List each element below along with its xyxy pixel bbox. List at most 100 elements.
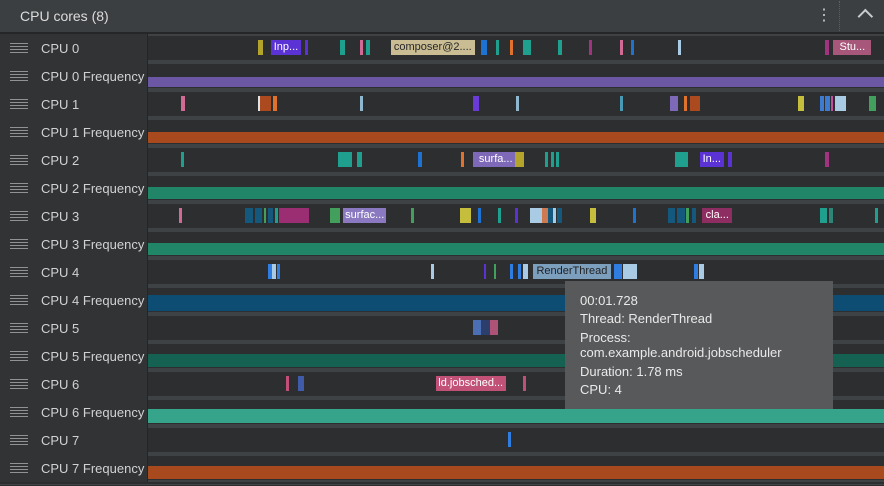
thread-segment[interactable]: [552, 208, 557, 223]
track-lane-cpu-0[interactable]: Inp... composer@2.... Stu...: [148, 34, 884, 62]
thread-segment[interactable]: [691, 208, 697, 223]
thread-segment[interactable]: [619, 96, 623, 111]
thread-segment[interactable]: [550, 152, 554, 167]
thread-segment[interactable]: [496, 40, 500, 55]
track-header-cpu-0-frequency[interactable]: CPU 0 Frequency: [0, 62, 148, 90]
thread-segment[interactable]: [481, 320, 491, 335]
thread-segment[interactable]: [460, 208, 472, 223]
thread-segment[interactable]: [279, 208, 310, 223]
thread-segment[interactable]: [245, 208, 254, 223]
thread-segment[interactable]: [329, 208, 341, 223]
thread-segment[interactable]: [431, 264, 434, 279]
thread-segment[interactable]: [359, 40, 363, 55]
thread-segment-cla[interactable]: cla...: [702, 208, 733, 223]
thread-segment[interactable]: [359, 96, 363, 111]
thread-segment-renderthread[interactable]: RenderThread: [532, 264, 611, 279]
thread-segment[interactable]: [337, 152, 352, 167]
thread-segment[interactable]: [689, 96, 700, 111]
drag-handle-icon[interactable]: [10, 211, 28, 221]
thread-segment[interactable]: [677, 208, 685, 223]
track-lane-cpu-0-frequency[interactable]: [148, 62, 884, 90]
thread-segment[interactable]: [797, 96, 804, 111]
track-lane-cpu-4[interactable]: RenderThread: [148, 258, 884, 286]
thread-segment[interactable]: [473, 320, 482, 335]
thread-segment[interactable]: [254, 208, 263, 223]
track-header-cpu-1[interactable]: CPU 1: [0, 90, 148, 118]
drag-handle-icon[interactable]: [10, 127, 28, 137]
thread-segment-in[interactable]: In...: [700, 152, 724, 167]
drag-handle-icon[interactable]: [10, 99, 28, 109]
track-header-cpu-2[interactable]: CPU 2: [0, 146, 148, 174]
thread-segment[interactable]: [819, 96, 825, 111]
thread-segment[interactable]: [834, 96, 847, 111]
track-lane-cpu-2-frequency[interactable]: [148, 174, 884, 202]
thread-segment[interactable]: [267, 264, 272, 279]
thread-segment[interactable]: [181, 152, 185, 167]
thread-segment[interactable]: [523, 264, 528, 279]
thread-segment[interactable]: [272, 264, 277, 279]
thread-segment[interactable]: [483, 264, 486, 279]
thread-segment[interactable]: [257, 96, 260, 111]
track-header-cpu-1-frequency[interactable]: CPU 1 Frequency: [0, 118, 148, 146]
thread-segment[interactable]: [548, 208, 553, 223]
thread-segment[interactable]: [831, 96, 834, 111]
drag-handle-icon[interactable]: [10, 323, 28, 333]
thread-segment[interactable]: [825, 96, 831, 111]
track-header-cpu-2-frequency[interactable]: CPU 2 Frequency: [0, 174, 148, 202]
thread-segment[interactable]: [828, 208, 834, 223]
drag-handle-icon[interactable]: [10, 71, 28, 81]
thread-segment[interactable]: [557, 208, 562, 223]
drag-handle-icon[interactable]: [10, 155, 28, 165]
thread-segment[interactable]: [613, 264, 622, 279]
track-lane-cpu-1-frequency[interactable]: [148, 118, 884, 146]
track-lane-cpu-3-frequency[interactable]: [148, 230, 884, 258]
thread-segment[interactable]: [410, 208, 415, 223]
thread-segment[interactable]: [588, 40, 592, 55]
thread-segment[interactable]: [668, 208, 675, 223]
track-lane-cpu-3[interactable]: surfac... cla...: [148, 202, 884, 230]
track-header-cpu-7[interactable]: CPU 7: [0, 426, 148, 454]
thread-segment[interactable]: [510, 264, 514, 279]
track-header-cpu-6-frequency[interactable]: CPU 6 Frequency: [0, 398, 148, 426]
thread-segment[interactable]: [619, 40, 623, 55]
thread-segment-inp[interactable]: Inp...: [270, 40, 302, 55]
drag-handle-icon[interactable]: [10, 295, 28, 305]
thread-segment[interactable]: [460, 152, 465, 167]
thread-segment[interactable]: [694, 264, 698, 279]
thread-segment[interactable]: [473, 96, 480, 111]
track-lane-cpu-7[interactable]: [148, 426, 884, 454]
thread-segment[interactable]: [825, 40, 829, 55]
thread-segment[interactable]: [522, 40, 531, 55]
thread-segment[interactable]: [498, 208, 502, 223]
thread-segment[interactable]: [510, 40, 514, 55]
thread-segment[interactable]: [493, 264, 497, 279]
track-header-cpu-5-frequency[interactable]: CPU 5 Frequency: [0, 342, 148, 370]
thread-segment[interactable]: [273, 96, 277, 111]
thread-segment[interactable]: [819, 208, 828, 223]
thread-segment[interactable]: [178, 208, 182, 223]
thread-segment[interactable]: [267, 208, 274, 223]
thread-segment[interactable]: [544, 152, 548, 167]
thread-segment[interactable]: [477, 208, 482, 223]
track-header-cpu-4-frequency[interactable]: CPU 4 Frequency: [0, 286, 148, 314]
thread-segment-surfac[interactable]: surfac...: [343, 208, 387, 223]
thread-segment[interactable]: [590, 208, 597, 223]
track-header-cpu-5[interactable]: CPU 5: [0, 314, 148, 342]
thread-segment[interactable]: [480, 40, 487, 55]
thread-segment[interactable]: [276, 264, 281, 279]
drag-handle-icon[interactable]: [10, 435, 28, 445]
track-header-cpu-3-frequency[interactable]: CPU 3 Frequency: [0, 230, 148, 258]
thread-segment[interactable]: [286, 376, 290, 391]
thread-segment[interactable]: [727, 152, 732, 167]
thread-segment[interactable]: [557, 40, 562, 55]
thread-segment[interactable]: [622, 264, 638, 279]
track-header-cpu-4[interactable]: CPU 4: [0, 258, 148, 286]
kebab-menu-icon[interactable]: ⋮: [816, 7, 832, 24]
drag-handle-icon[interactable]: [10, 463, 28, 473]
thread-segment[interactable]: [274, 208, 278, 223]
track-lane-cpu-2[interactable]: surfa... In...: [148, 146, 884, 174]
thread-segment[interactable]: [875, 208, 879, 223]
thread-segment[interactable]: [869, 96, 876, 111]
thread-segment[interactable]: [541, 208, 548, 223]
drag-handle-icon[interactable]: [10, 239, 28, 249]
